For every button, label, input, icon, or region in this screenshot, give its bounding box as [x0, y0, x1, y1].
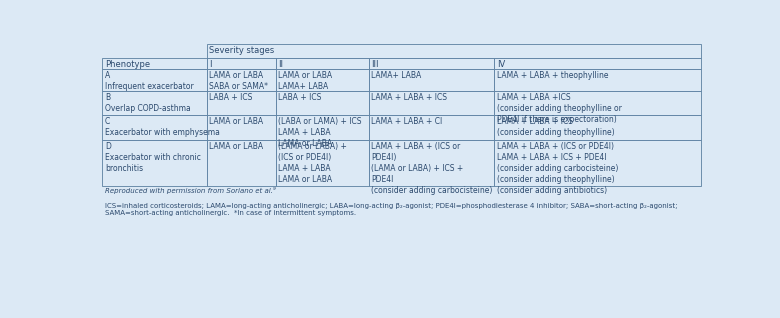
- Text: II: II: [278, 60, 283, 69]
- Bar: [207, 115, 276, 140]
- Bar: [369, 140, 495, 186]
- Text: LAMA+ LABA: LAMA+ LABA: [371, 71, 421, 80]
- Bar: [495, 69, 700, 91]
- Text: LABA + ICS: LABA + ICS: [210, 93, 253, 101]
- Bar: [369, 115, 495, 140]
- Bar: [276, 115, 369, 140]
- Text: LAMA + LABA + (ICS or
PDE4I)
(LAMA or LABA) + ICS +
PDE4I
(consider adding carbo: LAMA + LABA + (ICS or PDE4I) (LAMA or LA…: [371, 142, 492, 195]
- Bar: [369, 58, 495, 69]
- Bar: [207, 58, 276, 69]
- Bar: [495, 140, 700, 186]
- Text: Severity stages: Severity stages: [210, 46, 275, 55]
- Text: C
Exacerbator with emphysema: C Exacerbator with emphysema: [105, 117, 220, 137]
- Text: LAMA + LABA + ICS: LAMA + LABA + ICS: [371, 93, 447, 101]
- Text: LAMA + LABA + theophylline: LAMA + LABA + theophylline: [497, 71, 608, 80]
- Bar: [102, 44, 207, 58]
- Bar: [102, 115, 207, 140]
- Bar: [207, 69, 276, 91]
- Bar: [369, 91, 495, 115]
- Text: ICS=inhaled corticosteroids; LAMA=long-acting anticholinergic; LABA=long-acting : ICS=inhaled corticosteroids; LAMA=long-a…: [105, 203, 677, 216]
- Text: LAMA or LABA: LAMA or LABA: [210, 117, 264, 126]
- Text: IV: IV: [497, 60, 505, 69]
- Text: I: I: [210, 60, 212, 69]
- Bar: [495, 115, 700, 140]
- Text: Reproduced with permission from Soriano et al.⁹: Reproduced with permission from Soriano …: [105, 187, 275, 194]
- Text: LAMA + LABA +ICS
(consider adding theophylline or
PDE4I if there is expectoratio: LAMA + LABA +ICS (consider adding theoph…: [497, 93, 622, 124]
- Text: III: III: [371, 60, 378, 69]
- Text: LAMA + LABA + (ICS or PDE4I)
LAMA + LABA + ICS + PDE4I
(consider adding carbocis: LAMA + LABA + (ICS or PDE4I) LAMA + LABA…: [497, 142, 618, 195]
- Bar: [207, 91, 276, 115]
- Bar: [207, 44, 700, 58]
- Bar: [276, 140, 369, 186]
- Text: D
Exacerbator with chronic
bronchitis: D Exacerbator with chronic bronchitis: [105, 142, 200, 173]
- Text: LABA + ICS: LABA + ICS: [278, 93, 321, 101]
- Text: B
Overlap COPD-asthma: B Overlap COPD-asthma: [105, 93, 190, 113]
- Bar: [495, 91, 700, 115]
- Bar: [369, 69, 495, 91]
- Bar: [276, 69, 369, 91]
- Text: (LABA or LAMA) + ICS
LAMA + LABA
LAMA or LABA: (LABA or LAMA) + ICS LAMA + LABA LAMA or…: [278, 117, 362, 149]
- Text: Phenotype: Phenotype: [105, 60, 150, 69]
- Text: A
Infrequent exacerbator: A Infrequent exacerbator: [105, 71, 193, 91]
- Bar: [102, 69, 207, 91]
- Bar: [207, 140, 276, 186]
- Text: (LAMA or LABA) +
(ICS or PDE4I)
LAMA + LABA
LAMA or LABA: (LAMA or LABA) + (ICS or PDE4I) LAMA + L…: [278, 142, 347, 184]
- Text: LAMA or LABA: LAMA or LABA: [210, 142, 264, 151]
- Bar: [495, 58, 700, 69]
- Text: LAMA or LABA
SABA or SAMA*: LAMA or LABA SABA or SAMA*: [210, 71, 268, 91]
- Text: LAMA or LABA
LAMA+ LABA: LAMA or LABA LAMA+ LABA: [278, 71, 332, 91]
- Bar: [276, 58, 369, 69]
- Text: LAMA + LABA + ICS
(consider adding theophylline): LAMA + LABA + ICS (consider adding theop…: [497, 117, 615, 137]
- Bar: [276, 91, 369, 115]
- Bar: [102, 140, 207, 186]
- Bar: [102, 58, 207, 69]
- Text: LAMA + LABA + CI: LAMA + LABA + CI: [371, 117, 442, 126]
- Bar: [102, 91, 207, 115]
